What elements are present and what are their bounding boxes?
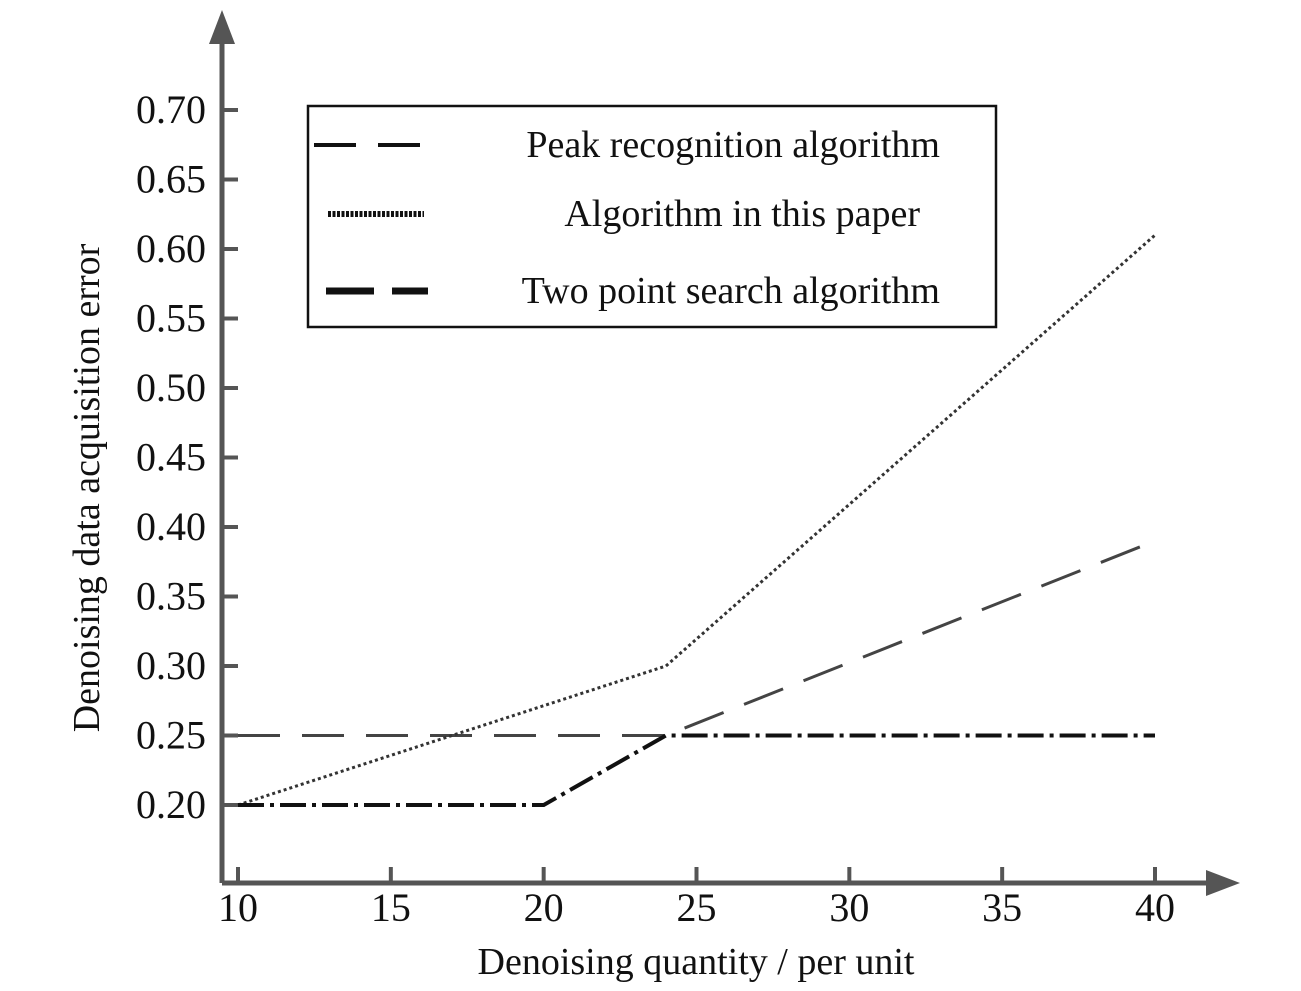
y-tick-label: 0.65: [136, 157, 206, 202]
y-tick-label: 0.55: [136, 296, 206, 341]
x-tick-label: 15: [371, 885, 411, 930]
y-tick-label: 0.45: [136, 435, 206, 480]
series-line-1: [238, 539, 1156, 737]
y-tick-label: 0.20: [136, 782, 206, 827]
y-tick-label: 0.30: [136, 643, 206, 688]
legend-label-2: Algorithm in this paper: [564, 193, 920, 235]
x-tick-label: 20: [524, 885, 564, 930]
x-tick-label: 35: [982, 885, 1022, 930]
y-tick-label: 0.50: [136, 365, 206, 410]
series-line-2: [237, 233, 1156, 807]
x-axis-title: Denoising quantity / per unit: [478, 941, 915, 983]
x-tick-label: 10: [218, 885, 258, 930]
y-axis-arrow: [209, 10, 235, 44]
y-tick-label: 0.40: [136, 504, 206, 549]
x-axis-arrow: [1206, 870, 1240, 896]
y-tick-label: 0.60: [136, 226, 206, 271]
legend-label-1: Peak recognition algorithm: [526, 124, 940, 166]
y-tick-label: 0.70: [136, 87, 206, 132]
y-axis-title: Denoising data acquisition error: [66, 243, 108, 732]
y-tick-label: 0.35: [136, 574, 206, 619]
x-tick-label: 25: [677, 885, 717, 930]
axes: 0.20 0.25 0.30 0.35 0.40 0.45 0.50 0.55 0.60 0.65…: [66, 10, 1240, 983]
x-tick-label: 30: [829, 885, 869, 930]
y-tick-label: 0.25: [136, 713, 206, 758]
legend-label-3: Two point search algorithm: [522, 270, 940, 312]
x-tick-label: 40: [1135, 885, 1175, 930]
legend: Peak recognition algorithm Algorithm in t…: [306, 104, 998, 329]
series-line-3: [238, 733, 1155, 807]
series-layer: [237, 233, 1156, 807]
